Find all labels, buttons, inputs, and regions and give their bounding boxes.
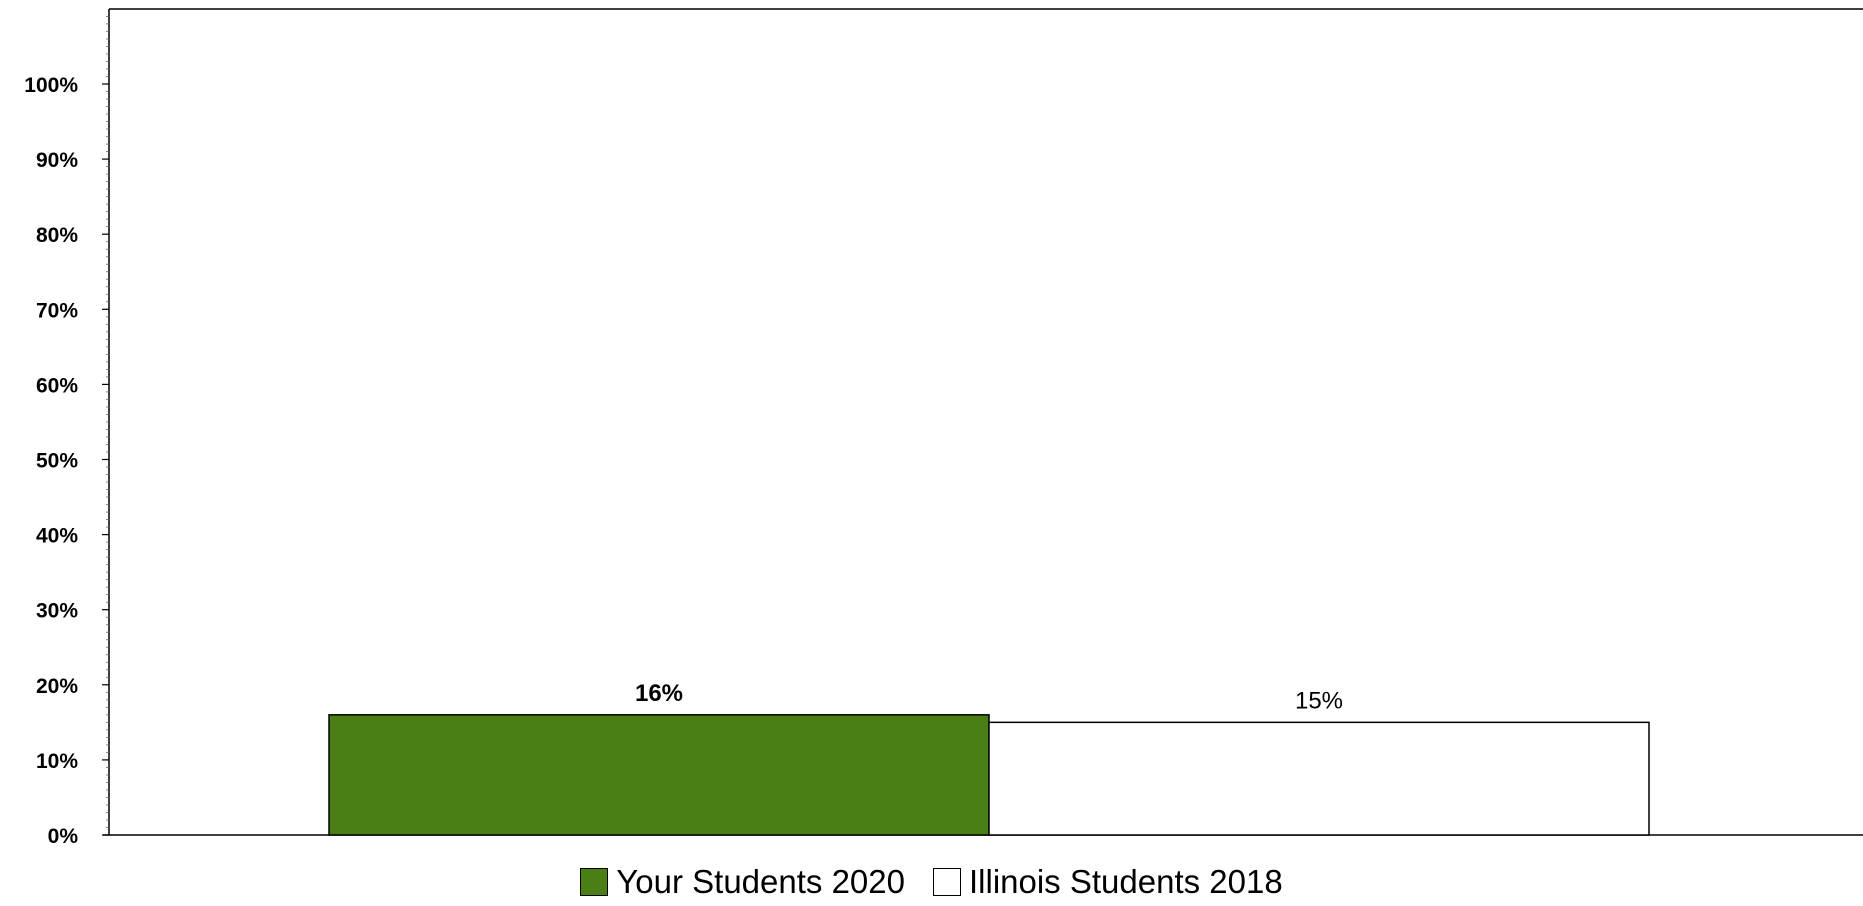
y-axis: 0% 10% 20% 30% 40% 50% 60% 70% 80% 90% 100% (24, 16, 109, 848)
y-tick-label: 20% (36, 675, 78, 698)
legend-label-your-students-2020: Your Students 2020 (616, 863, 905, 900)
bars (328, 714, 1650, 836)
data-label-your-students-2020: 16% (635, 680, 683, 707)
bar-your-students-2020 (328, 714, 990, 836)
plot-frame (103, 8, 1863, 836)
y-tick-label: 100% (24, 74, 78, 97)
legend-swatch-your-students-2020 (580, 868, 609, 896)
bar-labels: 16% 15% (635, 680, 1343, 715)
legend: Your Students 2020 Illinois Students 201… (0, 862, 1863, 902)
y-tick-label: 60% (36, 374, 78, 397)
y-tick-label: 30% (36, 600, 78, 623)
legend-item-your-students-2020: Your Students 2020 (580, 863, 905, 901)
y-tick-label: 40% (36, 525, 78, 548)
y-tick-label: 50% (36, 450, 78, 473)
legend-label-illinois-students-2018: Illinois Students 2018 (968, 863, 1283, 900)
y-tick-label: 10% (36, 750, 78, 773)
data-label-illinois-students-2018: 15% (1295, 687, 1343, 714)
legend-swatch-illinois-students-2018 (932, 868, 961, 896)
legend-item-illinois-students-2018: Illinois Students 2018 (932, 863, 1283, 901)
y-tick-label: 80% (36, 224, 78, 247)
y-tick-label: 70% (36, 299, 78, 322)
y-tick-label: 0% (48, 825, 79, 848)
y-tick-label: 90% (36, 149, 78, 172)
bar-illinois-students-2018 (988, 721, 1650, 836)
